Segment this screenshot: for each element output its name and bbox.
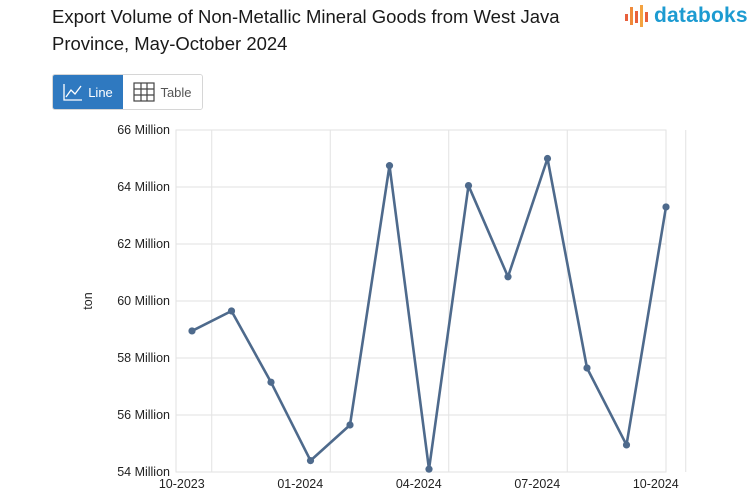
logo-text: databoks [654,4,748,27]
data-point[interactable] [306,457,315,465]
data-point[interactable] [504,273,512,281]
data-point[interactable] [385,162,394,170]
databoks-logo[interactable]: databoks [625,4,748,28]
data-point[interactable] [543,154,552,163]
data-point[interactable] [662,203,670,211]
data-point[interactable] [583,364,591,372]
data-point[interactable] [346,421,354,429]
chart-title: Export Volume of Non-Metallic Mineral Go… [52,6,560,54]
y-tick-label: 64 Million [117,180,170,194]
chart-grid [175,129,687,473]
bar-logo-icon [625,5,648,27]
y-tick-label: 56 Million [117,408,170,422]
x-tick-label: 04-2024 [396,477,442,491]
data-point[interactable] [188,327,196,335]
x-tick-label: 10-2024 [633,477,679,491]
y-axis-label: ton [81,292,95,309]
data-point[interactable] [464,181,473,190]
table-grid-icon [133,82,156,102]
table-view-button[interactable]: Table [123,75,202,109]
x-tick-label: 07-2024 [514,477,560,491]
y-tick-label: 54 Million [117,465,170,479]
view-toggle: Line Table [52,74,203,110]
line-view-button[interactable]: Line [53,75,123,109]
y-tick-label: 60 Million [117,294,170,308]
series-group [188,154,670,473]
line-view-label: Line [88,84,113,100]
line-chart-icon [63,84,83,101]
x-tick-label: 10-2023 [159,477,205,491]
data-point[interactable] [267,378,275,386]
y-tick-label: 62 Million [117,237,170,251]
series-line [191,157,668,471]
data-point[interactable] [622,441,631,449]
data-point[interactable] [425,465,433,473]
x-tick-label: 01-2024 [277,477,323,491]
x-axis-ticks: 10-2023 01-2024 04-2024 07-2024 10-2024 [159,477,679,491]
y-tick-label: 66 Million [117,123,170,137]
y-axis-ticks: 54 Million 56 Million 58 Million 60 Million… [117,123,170,479]
y-tick-label: 58 Million [117,351,170,365]
table-view-label: Table [160,84,192,100]
data-point[interactable] [227,307,236,315]
